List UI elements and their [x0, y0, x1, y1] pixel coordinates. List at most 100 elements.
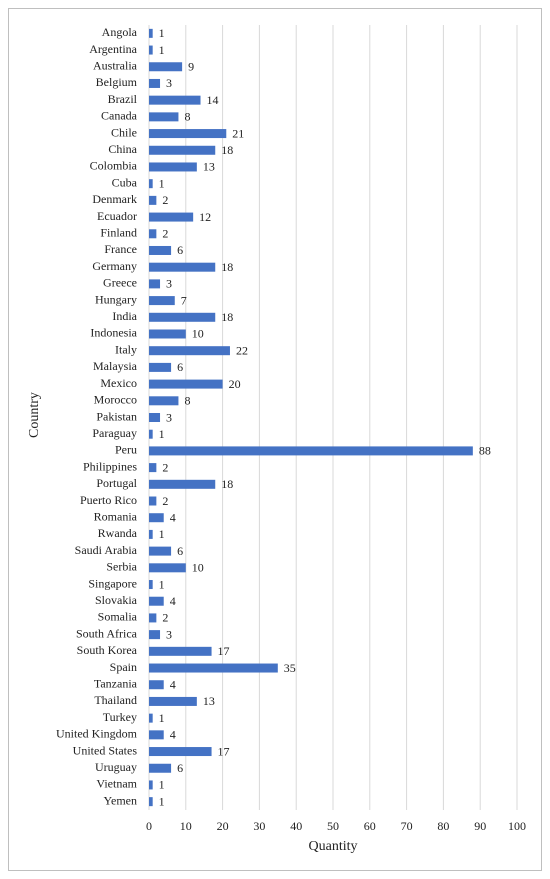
data-label: 22 — [236, 343, 248, 357]
data-label: 10 — [192, 561, 204, 575]
y-tick-label: Australia — [93, 59, 138, 73]
y-tick-label: Tanzania — [94, 676, 138, 690]
data-label: 18 — [221, 310, 233, 324]
x-tick-label: 90 — [474, 819, 486, 833]
data-label: 1 — [159, 43, 165, 57]
bar — [149, 45, 153, 55]
y-tick-label: Pakistan — [96, 409, 137, 423]
y-tick-label: Italy — [115, 342, 137, 356]
data-label: 3 — [166, 410, 172, 424]
y-tick-label: Morocco — [94, 393, 137, 407]
bar — [149, 529, 153, 539]
x-tick-label: 10 — [180, 819, 192, 833]
y-tick-label: Somalia — [98, 610, 138, 624]
bar — [149, 696, 197, 706]
y-tick-label: South Korea — [77, 643, 138, 657]
data-label: 18 — [221, 260, 233, 274]
data-label: 13 — [203, 160, 215, 174]
data-label: 6 — [177, 544, 183, 558]
data-label: 6 — [177, 360, 183, 374]
bar — [149, 112, 179, 122]
data-label: 20 — [229, 377, 241, 391]
x-axis-title: Quantity — [309, 839, 358, 854]
y-tick-label: Canada — [101, 109, 138, 123]
y-tick-label: Thailand — [94, 693, 137, 707]
data-label: 4 — [170, 510, 176, 524]
data-label: 1 — [159, 527, 165, 541]
y-tick-label: Yemen — [104, 793, 137, 807]
bar — [149, 463, 157, 473]
y-tick-label: France — [104, 242, 137, 256]
data-label: 1 — [159, 778, 165, 792]
bar — [149, 797, 153, 807]
data-label: 4 — [170, 594, 176, 608]
y-tick-label: Indonesia — [90, 326, 137, 340]
data-label: 6 — [177, 761, 183, 775]
x-tick-label: 40 — [290, 819, 302, 833]
x-tick-label: 100 — [508, 819, 526, 833]
data-label: 12 — [199, 210, 211, 224]
y-tick-label: Paraguay — [92, 426, 137, 440]
data-label: 21 — [232, 126, 244, 140]
bar — [149, 95, 201, 105]
data-label: 14 — [207, 93, 219, 107]
data-label: 1 — [159, 26, 165, 40]
data-label: 3 — [166, 277, 172, 291]
bar — [149, 195, 157, 205]
y-tick-label: Angola — [102, 25, 138, 39]
data-label: 17 — [218, 744, 230, 758]
y-tick-label: Portugal — [96, 476, 137, 490]
y-tick-label: Colombia — [90, 159, 138, 173]
data-label: 17 — [218, 644, 230, 658]
bar — [149, 229, 157, 239]
y-tick-label: Finland — [100, 226, 137, 240]
y-tick-label: Greece — [103, 276, 137, 290]
y-tick-label: Mexico — [100, 376, 137, 390]
y-tick-label: Vietnam — [96, 777, 137, 791]
y-tick-label: Malaysia — [93, 359, 138, 373]
y-tick-label: Slovakia — [95, 593, 138, 607]
data-label: 9 — [188, 60, 194, 74]
data-label: 1 — [159, 577, 165, 591]
data-label: 10 — [192, 327, 204, 341]
bar — [149, 780, 153, 790]
bar — [149, 179, 153, 189]
y-tick-label: Chile — [111, 125, 137, 139]
bar — [149, 312, 216, 322]
y-tick-label: Puerto Rico — [80, 493, 137, 507]
y-tick-label: Romania — [94, 509, 138, 523]
y-tick-label: China — [108, 142, 137, 156]
data-label: 35 — [284, 661, 296, 675]
data-label: 2 — [162, 494, 168, 508]
data-label: 1 — [159, 176, 165, 190]
bar — [149, 212, 194, 222]
x-tick-label: 30 — [253, 819, 265, 833]
data-label: 2 — [162, 460, 168, 474]
data-label: 6 — [177, 243, 183, 257]
bar — [149, 262, 216, 272]
y-tick-label: India — [112, 309, 137, 323]
data-label: 4 — [170, 728, 176, 742]
bar — [149, 730, 164, 740]
bar — [149, 62, 183, 72]
y-tick-label: South Africa — [76, 626, 138, 640]
y-tick-label: Philippines — [83, 459, 137, 473]
y-tick-label: Turkey — [103, 710, 137, 724]
bar — [149, 496, 157, 506]
y-tick-label: Singapore — [88, 576, 137, 590]
data-label: 2 — [162, 193, 168, 207]
bar — [149, 763, 172, 773]
bar — [149, 28, 153, 38]
x-tick-label: 60 — [364, 819, 376, 833]
x-tick-label: 20 — [217, 819, 229, 833]
data-label: 1 — [159, 794, 165, 808]
data-label: 7 — [181, 293, 187, 307]
bar — [149, 429, 153, 439]
y-axis-title: Country — [27, 392, 42, 438]
bar — [149, 396, 179, 406]
data-label: 18 — [221, 477, 233, 491]
y-tick-label: United States — [73, 743, 138, 757]
y-tick-label: United Kingdom — [56, 727, 138, 741]
bar — [149, 513, 164, 523]
